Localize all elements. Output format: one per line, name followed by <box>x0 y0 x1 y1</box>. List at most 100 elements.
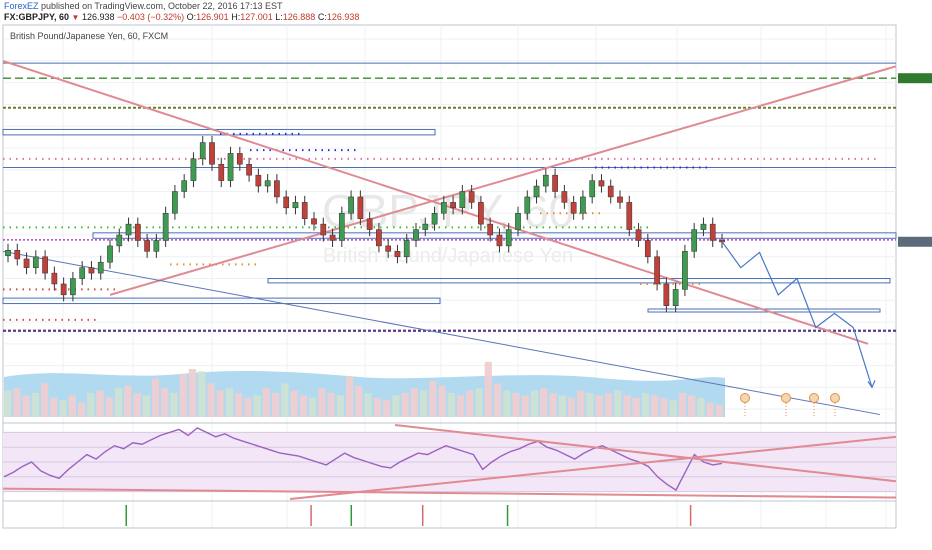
ascending-trendline <box>109 65 897 296</box>
candle-body <box>542 174 549 187</box>
candle-body <box>51 272 58 285</box>
symbol-label[interactable]: FX:GBPJPY, 60 <box>4 12 70 22</box>
volume-bar <box>558 395 566 417</box>
trendlines <box>2 59 897 416</box>
candle-body <box>607 185 614 198</box>
last-price: 126.938 <box>81 12 115 22</box>
volume-bar <box>715 405 723 417</box>
volume-bar <box>382 400 391 417</box>
candle-body <box>561 191 568 203</box>
candle-body <box>264 180 271 187</box>
volume-bar <box>68 395 76 417</box>
volume-bar <box>40 383 49 417</box>
candle-body <box>366 218 373 230</box>
candle-body <box>116 234 123 247</box>
support-resistance-levels <box>2 62 897 332</box>
volume-bar <box>697 397 705 417</box>
candle-body <box>153 240 160 252</box>
volume-bar <box>456 395 465 417</box>
volume-bar <box>419 390 428 417</box>
candle-body <box>23 258 30 268</box>
candle-body <box>134 223 141 241</box>
candle-body <box>255 174 262 187</box>
volume-bar <box>567 397 576 417</box>
descending-trendline <box>2 59 869 345</box>
volume-series <box>4 361 725 417</box>
candle-body <box>14 249 21 260</box>
volume-bar <box>530 390 539 417</box>
candle-body <box>246 164 252 176</box>
candle-body <box>709 223 716 241</box>
volume-bar <box>170 393 178 417</box>
volume-bar <box>651 395 659 417</box>
volume-bar <box>355 385 363 417</box>
candle-body <box>478 202 484 225</box>
candle-body <box>88 267 95 274</box>
candle-body <box>644 240 651 258</box>
candle-body <box>227 153 234 181</box>
chart-title: British Pound/Japanese Yen, 60, FXCM <box>10 31 168 41</box>
chart-canvas[interactable]: British Pound/Japanese Yen, 60, FXCM GBP… <box>0 22 932 550</box>
candle-body <box>505 229 512 247</box>
candle-body <box>190 158 197 181</box>
volume-bar <box>207 383 215 417</box>
candle-body <box>376 229 382 247</box>
volume-bar <box>678 393 687 417</box>
volume-bar <box>586 393 594 417</box>
publisher-name[interactable]: ForexEZ <box>4 1 39 11</box>
candle-body <box>459 191 466 209</box>
zone-box <box>267 278 891 284</box>
candle-body <box>357 196 364 219</box>
candle-body <box>199 142 206 160</box>
volume-bar <box>336 395 345 417</box>
open-label: O: <box>186 12 197 22</box>
volume-bar <box>429 381 437 417</box>
volume-bar <box>438 385 446 417</box>
lower-channel-line <box>2 250 881 416</box>
volume-bar <box>59 400 67 417</box>
price-change: −0.403 (−0.32%) <box>117 12 185 22</box>
candle-body <box>283 196 290 209</box>
candle-body <box>394 251 401 258</box>
candle-body <box>524 196 531 214</box>
candle-body <box>663 283 670 306</box>
candle-body <box>691 229 698 252</box>
volume-bar <box>484 361 492 417</box>
projection-path <box>721 241 876 389</box>
zone-box <box>92 232 897 239</box>
low-value: 126.888 <box>282 12 316 22</box>
chart-watermark-sub: British Pound/Japanese Yen <box>323 245 573 267</box>
volume-bar <box>614 390 622 417</box>
rsi-ascending-trendline <box>289 435 897 500</box>
candle-body <box>97 261 104 274</box>
volume-bar <box>50 397 58 417</box>
volume-bar <box>124 385 132 417</box>
candle-body <box>672 289 679 306</box>
volume-bar <box>512 393 520 417</box>
candle-body <box>60 283 67 296</box>
volume-bar <box>447 393 455 417</box>
volume-bar <box>290 390 298 417</box>
publisher-line: ForexEZ published on TradingView.com, Oc… <box>4 1 283 12</box>
volume-bar <box>31 393 39 417</box>
quote-bar: FX:GBPJPY, 60 ▼ 126.938 −0.403 (−0.32%) … <box>4 12 359 23</box>
volume-bar <box>114 388 123 417</box>
candle-body <box>107 245 113 263</box>
signal-pane <box>125 505 692 526</box>
volume-bar <box>262 388 271 417</box>
volume-bar <box>493 383 502 417</box>
volume-bar <box>392 395 400 417</box>
rsi-descending-trendline <box>394 424 897 483</box>
candle-body <box>654 256 660 285</box>
volume-bar <box>281 383 289 417</box>
volume-bar <box>198 371 206 417</box>
volume-bar <box>669 400 677 417</box>
volume-bar <box>235 393 243 417</box>
candle-body <box>431 213 438 225</box>
volume-bar <box>142 395 150 417</box>
volume-bar <box>604 393 613 417</box>
volume-bar <box>364 393 372 417</box>
volume-bar <box>706 402 714 417</box>
volume-bar <box>87 393 95 417</box>
volume-bar <box>641 393 650 417</box>
